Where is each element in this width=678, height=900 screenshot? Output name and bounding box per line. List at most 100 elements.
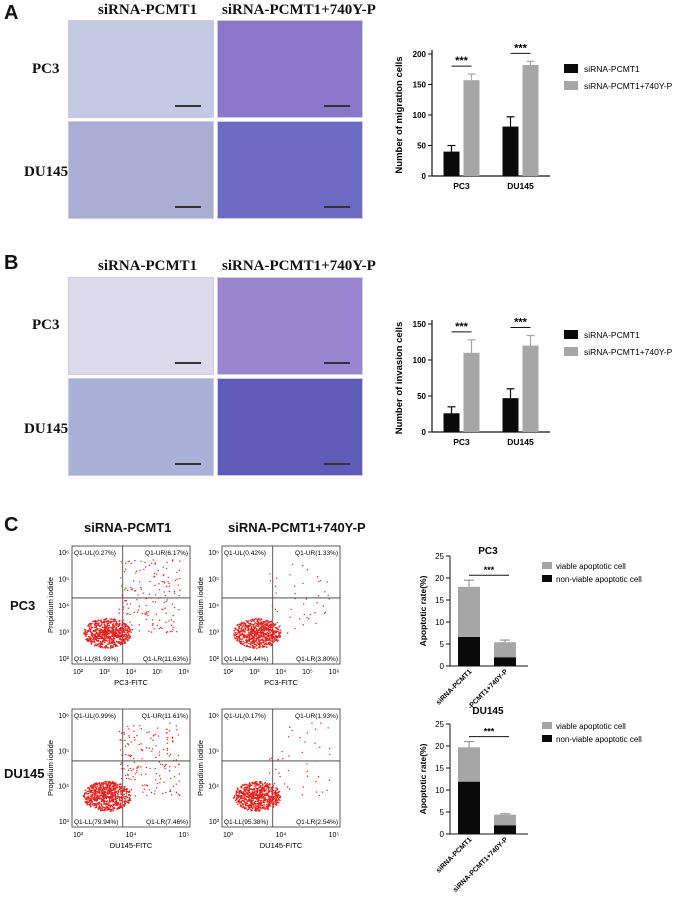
y-tick-label: 0	[422, 172, 427, 181]
y-tick-label: 0	[440, 830, 445, 839]
micrograph-b-pc3-sirna	[68, 277, 214, 375]
row-label-c-du145: DU145	[4, 766, 45, 781]
y-tick-label: 50	[417, 392, 426, 401]
bar-segment	[494, 642, 516, 658]
y-tick-label: 10⁶	[58, 550, 69, 557]
legend-swatch	[542, 562, 552, 569]
y-tick-label: 5	[440, 640, 445, 649]
row-label-a-pc3: PC3	[32, 61, 60, 77]
x-tick-label: siRNA-PCMT1	[435, 836, 473, 874]
legend-swatch	[564, 347, 578, 356]
x-tick-label: 10⁵	[329, 832, 340, 839]
flow-plot-du145-sirna: Q1-UL(0.99%) Q1-UR(11.61%) Q1-LL(79.94%) Q1…	[46, 708, 191, 850]
x-tick-label: DU145	[507, 181, 534, 191]
legend-swatch	[542, 722, 552, 729]
bar-segment	[494, 657, 516, 666]
quadrant-ur-label: Q1-UR(1.33%)	[295, 550, 338, 557]
micrograph-b-pc3-740y	[217, 277, 363, 375]
significance-label: ***	[484, 565, 495, 575]
quadrant-ur-label: Q1-UR(11.61%)	[142, 713, 188, 720]
x-axis-label: DU145-FITC	[110, 841, 153, 850]
y-axis-label: Apoptotic rate(%)	[420, 743, 428, 814]
x-tick-label: 10⁶	[179, 669, 190, 676]
y-tick-label: 10⁶	[58, 713, 69, 720]
x-tick-label: 10³	[223, 832, 234, 839]
event-dots	[82, 722, 181, 812]
significance-label: ***	[455, 55, 469, 67]
y-axis-label: Propidium iodide	[46, 577, 55, 633]
x-tick-label: 10⁵	[179, 832, 190, 839]
y-tick-label: 100	[413, 356, 427, 365]
quadrant-ur-label: Q1-UR(6.17%)	[145, 550, 188, 557]
bar-segment	[458, 781, 480, 834]
bar	[463, 352, 480, 432]
row-label-c-pc3: PC3	[10, 598, 36, 613]
legend-swatch	[542, 575, 552, 582]
col-header-c-1: siRNA-PCMT1	[84, 520, 172, 535]
x-tick-label: DU145	[507, 437, 534, 447]
y-tick-label: 0	[440, 662, 445, 671]
x-tick-label: 10⁵	[302, 669, 313, 676]
y-tick-label: 20	[435, 574, 444, 583]
y-tick-label: 10⁶	[208, 713, 219, 720]
x-tick-label: PC3	[453, 181, 470, 191]
col-header-c-2: siRNA-PCMT1+740Y-P	[228, 520, 366, 535]
flow-plot-du145-740y: Q1-UL(0.17%) Q1-UR(1.93%) Q1-LL(95.38%) Q1-…	[196, 708, 341, 850]
y-axis-label: Propidium iodide	[196, 740, 205, 796]
y-tick-label: 10³	[209, 819, 220, 826]
y-axis-label: Propidium iodide	[196, 577, 205, 633]
y-tick-label: 10⁴	[58, 603, 69, 610]
quadrant-lr-label: Q1-LR(3.80%)	[296, 656, 338, 663]
x-axis-label: DU145-FITC	[260, 841, 303, 850]
event-dots	[82, 559, 181, 649]
chart-title: PC3	[478, 546, 498, 557]
row-label-b-du145: DU145	[24, 421, 69, 437]
y-tick-label: 10	[435, 618, 444, 627]
legend-label: viable apoptotic cell	[556, 562, 626, 571]
bar-segment	[458, 747, 480, 782]
flow-plot-pc3-740y: Q1-UL(0.42%) Q1-UR(1.33%) Q1-LL(94.44%) Q1-…	[196, 545, 341, 687]
y-axis-label: Propidium iodide	[46, 740, 55, 796]
y-axis-label: Number of migration cells	[394, 56, 405, 173]
bar-segment	[494, 825, 516, 834]
quadrant-ll-label: Q1-LL(94.44%)	[224, 656, 268, 663]
x-tick-label: 10²	[73, 669, 84, 676]
x-tick-label: 10²	[223, 669, 234, 676]
x-axis-label: PC3-FITC	[114, 678, 148, 687]
legend-swatch	[564, 81, 578, 90]
x-tick-label: 10⁵	[152, 669, 163, 676]
quadrant-ul-label: Q1-UL(0.27%)	[74, 550, 116, 557]
col-header-b-1: siRNA-PCMT1	[98, 258, 198, 274]
legend-label: non-viable apoptotic cell	[556, 575, 642, 584]
bar-segment	[494, 814, 516, 826]
quadrant-ul-label: Q1-UL(0.17%)	[224, 713, 266, 720]
col-header-a-2: siRNA-PCMT1+740Y-P	[222, 2, 376, 18]
quadrant-ul-label: Q1-UL(0.99%)	[74, 713, 116, 720]
x-tick-label: 10⁶	[329, 669, 340, 676]
quadrant-ll-label: Q1-LL(81.93%)	[74, 656, 118, 663]
legend-swatch	[564, 330, 578, 339]
significance-label: ***	[514, 42, 528, 54]
col-header-b-2: siRNA-PCMT1+740Y-P	[222, 258, 376, 274]
flow-plot-pc3-sirna: Q1-UL(0.27%) Q1-UR(6.17%) Q1-LL(81.93%) Q1-…	[46, 545, 191, 687]
micrograph-a-du145-740y	[217, 121, 363, 219]
x-tick-label: 10³	[73, 832, 84, 839]
legend-swatch	[564, 64, 578, 73]
panel-letter-a: A	[4, 2, 19, 24]
y-tick-label: 10	[435, 786, 444, 795]
y-tick-label: 10³	[59, 819, 70, 826]
significance-label: ***	[514, 317, 528, 329]
y-tick-label: 10⁶	[208, 550, 219, 557]
row-label-a-du145: DU145	[24, 164, 69, 180]
col-header-a-1: siRNA-PCMT1	[98, 2, 198, 18]
y-tick-label: 20	[435, 742, 444, 751]
y-tick-label: 15	[435, 764, 444, 773]
bar	[443, 151, 460, 176]
x-tick-label: PC3	[453, 437, 470, 447]
quadrant-ll-label: Q1-LL(79.94%)	[74, 819, 118, 826]
quadrant-lr-label: Q1-LR(11.63%)	[143, 656, 188, 663]
plot-frame	[71, 708, 191, 828]
x-tick-label: 10³	[249, 669, 260, 676]
plot-frame	[221, 545, 341, 665]
